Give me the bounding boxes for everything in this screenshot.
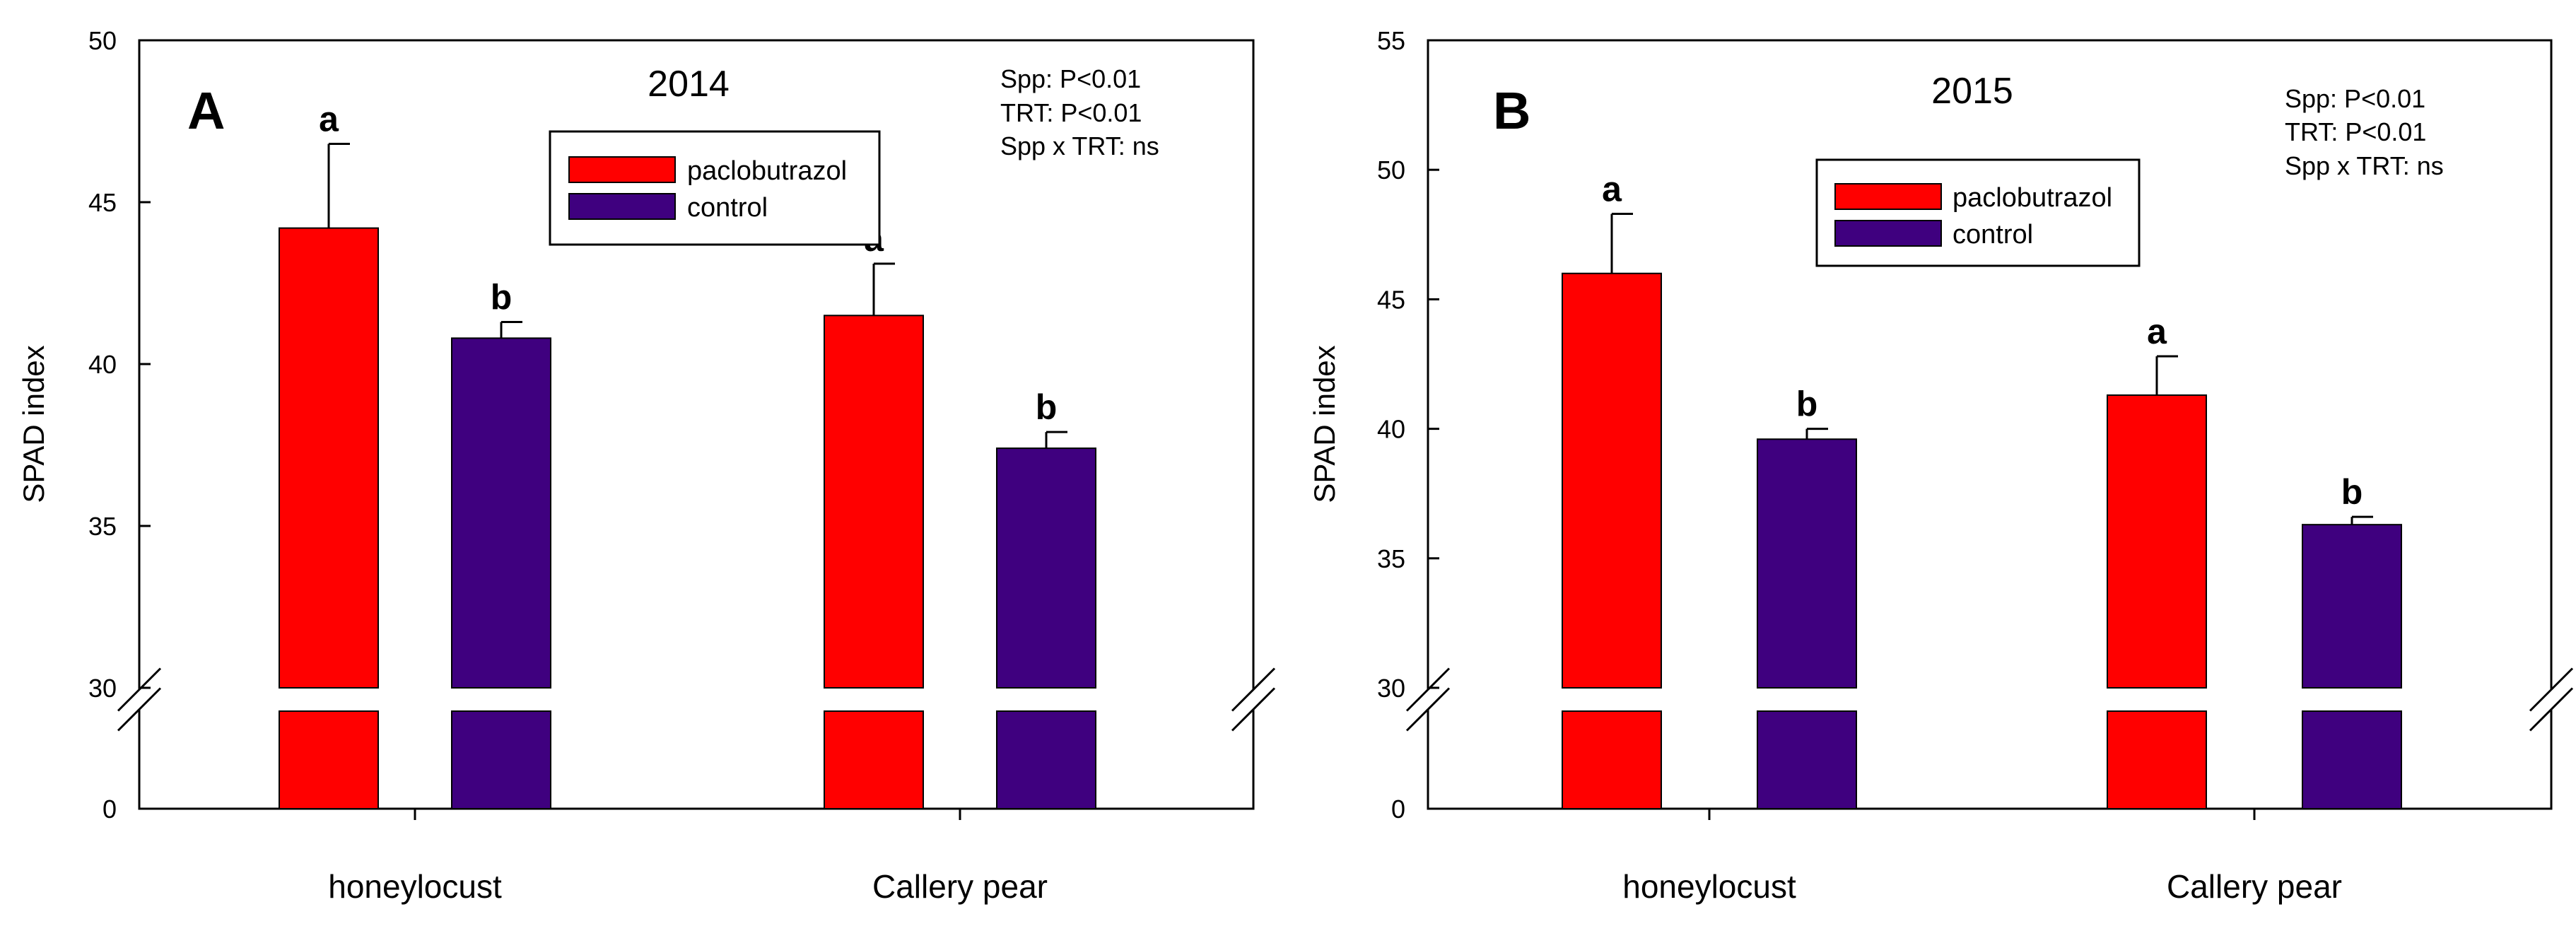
- bar-paclobutrazol-callery-pear: [2107, 394, 2207, 689]
- y-tick-label: 35: [88, 512, 117, 541]
- axis-break-mark: [117, 667, 162, 712]
- y-axis-ticks: 0 30 35 40 45 50: [88, 26, 151, 824]
- y-tick-label: 55: [1377, 26, 1405, 55]
- legend-swatch-control: [1834, 220, 1942, 247]
- axis-break: [1405, 667, 2574, 732]
- bar-control-callery-pear: [2302, 524, 2402, 689]
- axis-break-mark: [2529, 667, 2574, 712]
- bar-lower-control-callery-pear: [996, 710, 1096, 809]
- bar-control-honeylocust: [451, 337, 551, 689]
- legend-swatch-paclobutrazol: [568, 156, 676, 183]
- stats-spp: Spp: P<0.01: [2285, 84, 2425, 113]
- y-tick-label: 0: [103, 795, 117, 824]
- category-label: honeylocust: [1622, 868, 1796, 905]
- panel-letter: B: [1493, 81, 1530, 140]
- x-axis-ticks: honeylocust Callery pear: [1622, 809, 2342, 905]
- y-tick-label: 40: [1377, 415, 1405, 444]
- y-tick-label: 35: [1377, 544, 1405, 573]
- category-label: honeylocust: [328, 868, 502, 905]
- significance-letter-paclobutrazol-callery-pear: a: [2147, 312, 2167, 351]
- panel-letter: A: [187, 81, 225, 140]
- bar-lower-paclobutrazol-honeylocust: [1562, 710, 1662, 809]
- category-label: Callery pear: [872, 868, 1048, 905]
- bar-lower-paclobutrazol-honeylocust: [279, 710, 379, 809]
- stats-annotation: Spp: P<0.01 TRT: P<0.01 Spp x TRT: ns: [1000, 64, 1159, 160]
- axis-break-mark: [1405, 667, 1451, 712]
- bar-lower-paclobutrazol-callery-pear: [2107, 710, 2207, 809]
- y-tick-label: 50: [1377, 156, 1405, 185]
- axis-break-mark: [1405, 687, 1451, 732]
- axis-break-gap-left: [1425, 689, 1431, 710]
- bar-lower-paclobutrazol-callery-pear: [824, 710, 924, 809]
- bar-paclobutrazol-callery-pear: [824, 315, 924, 689]
- legend-label-paclobutrazol: paclobutrazol: [687, 156, 847, 186]
- y-tick-label: 50: [88, 26, 117, 55]
- axis-break-gap-left: [136, 689, 142, 710]
- bar-paclobutrazol-honeylocust: [279, 227, 379, 689]
- significance-letter-control-honeylocust: b: [491, 277, 513, 317]
- y-tick-label: 45: [1377, 285, 1405, 314]
- panel-b: 0 30 35 40 45 50 55 SPAD index a b a b honeylocus…: [1308, 26, 2574, 905]
- y-axis-label: SPAD index: [1308, 345, 1341, 503]
- legend-label-control: control: [1953, 220, 2033, 250]
- stats-interaction: Spp x TRT: ns: [2285, 151, 2444, 180]
- stats-spp: Spp: P<0.01: [1000, 64, 1141, 93]
- y-axis-label: SPAD index: [17, 345, 50, 503]
- stats-trt: TRT: P<0.01: [2285, 117, 2426, 146]
- bar-paclobutrazol-honeylocust: [1562, 272, 1662, 689]
- bar-lower-control-callery-pear: [2302, 710, 2402, 809]
- legend: paclobutrazol control: [1815, 158, 2141, 267]
- chart-title: 2015: [1931, 71, 2013, 112]
- stats-interaction: Spp x TRT: ns: [1000, 131, 1159, 160]
- stats-annotation: Spp: P<0.01 TRT: P<0.01 Spp x TRT: ns: [2285, 84, 2444, 180]
- axis-break-gap-right: [2548, 689, 2554, 710]
- legend: paclobutrazol control: [549, 130, 881, 246]
- legend-swatch-control: [568, 193, 676, 220]
- significance-letter-control-callery-pear: b: [2341, 472, 2363, 512]
- axis-break-gap-right: [1251, 689, 1256, 710]
- y-tick-label: 30: [88, 674, 117, 703]
- chart-title: 2014: [648, 64, 730, 105]
- legend-label-control: control: [687, 193, 768, 223]
- category-label: Callery pear: [2167, 868, 2342, 905]
- x-axis-ticks: honeylocust Callery pear: [328, 809, 1048, 905]
- stats-trt: TRT: P<0.01: [1000, 98, 1142, 127]
- bar-control-honeylocust: [1757, 438, 1857, 689]
- axis-break-mark: [117, 687, 162, 732]
- significance-letter-paclobutrazol-honeylocust: a: [1602, 169, 1622, 209]
- legend-label-paclobutrazol: paclobutrazol: [1953, 183, 2112, 213]
- axis-break: [117, 667, 1276, 732]
- significance-letter-paclobutrazol-honeylocust: a: [319, 100, 339, 139]
- y-tick-label: 30: [1377, 674, 1405, 703]
- axis-break-mark: [1231, 667, 1276, 712]
- bars: a b a b: [1562, 169, 2402, 809]
- legend-box: [1815, 158, 2141, 267]
- bar-lower-control-honeylocust: [451, 710, 551, 809]
- axis-break-mark: [2529, 687, 2574, 732]
- plot-frame: [1427, 39, 2553, 810]
- plot-frame: [138, 39, 1255, 810]
- significance-letter-control-honeylocust: b: [1796, 385, 1818, 424]
- significance-letter-control-callery-pear: b: [1036, 387, 1058, 427]
- y-tick-label: 45: [88, 188, 117, 217]
- y-axis-ticks: 0 30 35 40 45 50 55: [1377, 26, 1439, 824]
- legend-box: [549, 130, 881, 246]
- bar-control-callery-pear: [996, 447, 1096, 689]
- axis-break-mark: [1231, 687, 1276, 732]
- bar-lower-control-honeylocust: [1757, 710, 1857, 809]
- y-tick-label: 40: [88, 350, 117, 379]
- y-tick-label: 0: [1391, 795, 1405, 824]
- legend-swatch-paclobutrazol: [1834, 183, 1942, 210]
